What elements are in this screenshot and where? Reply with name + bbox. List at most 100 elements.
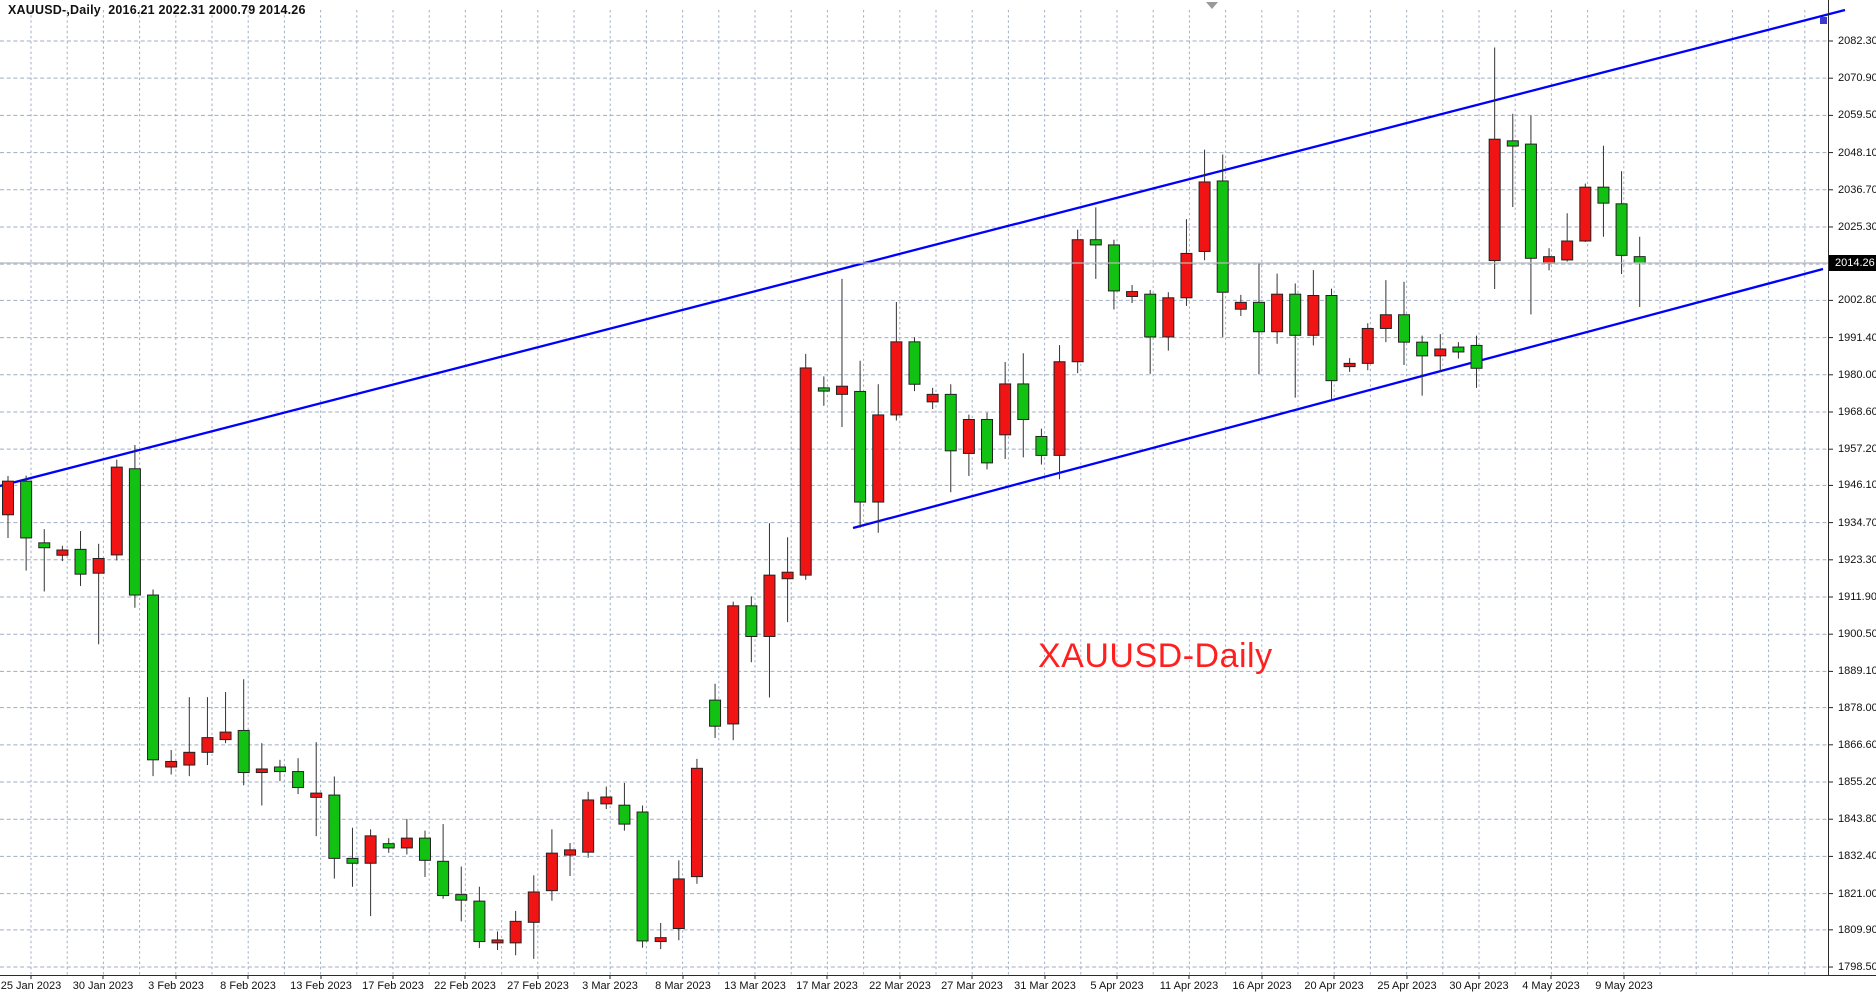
price-axis-label: 2002.80 <box>1838 294 1876 307</box>
price-axis-label: 1980.00 <box>1838 368 1876 381</box>
candle-bearish <box>1035 435 1048 456</box>
candle-bearish <box>328 794 341 859</box>
chart-shift-marker <box>1206 2 1218 9</box>
trendline-channel-lower[interactable] <box>852 267 1824 530</box>
candle-bearish <box>1289 293 1302 336</box>
candle-bearish <box>1416 341 1429 357</box>
candle-bearish <box>382 843 395 849</box>
date-axis-label: 22 Feb 2023 <box>434 980 496 992</box>
current-price-badge: 2014.26 <box>1829 255 1876 271</box>
candle-bullish <box>1434 348 1447 357</box>
candle-bearish <box>709 699 722 727</box>
candle-bearish <box>618 804 631 825</box>
candle-bullish <box>1234 301 1247 310</box>
chart-title: XAUUSD-,Daily 2016.21 2022.31 2000.79 20… <box>8 3 306 17</box>
date-axis-label: 5 Apr 2023 <box>1090 980 1144 992</box>
candle-bearish <box>1470 344 1483 369</box>
candle-bearish <box>908 341 921 385</box>
price-axis-label: 1991.40 <box>1838 331 1876 344</box>
candle-bullish <box>1488 138 1501 262</box>
candle-bullish <box>672 878 685 930</box>
price-axis-label: 1832.40 <box>1838 850 1876 863</box>
date-axis-label: 20 Apr 2023 <box>1304 980 1364 992</box>
candle-bearish <box>1107 244 1120 292</box>
candle-bearish <box>1633 256 1646 264</box>
candle-bullish <box>110 466 123 556</box>
date-axis-label: 3 Feb 2023 <box>148 980 204 992</box>
date-axis-label: 8 Mar 2023 <box>655 980 711 992</box>
candle-bearish <box>636 811 649 942</box>
candle-bullish <box>527 891 540 923</box>
candle-bearish <box>981 418 994 464</box>
date-axis-label: 25 Jan 2023 <box>0 980 62 992</box>
candle-bearish <box>1615 203 1628 256</box>
price-axis-label: 2070.90 <box>1838 72 1876 85</box>
date-axis-label: 30 Jan 2023 <box>72 980 134 992</box>
price-axis-label: 1878.00 <box>1838 701 1876 714</box>
price-axis-label: 2048.10 <box>1838 146 1876 159</box>
candle-bearish <box>292 771 305 789</box>
candle-bullish <box>582 799 595 853</box>
candle-bullish <box>727 605 740 725</box>
price-axis-label: 1900.50 <box>1838 628 1876 641</box>
candle-bullish <box>1053 361 1066 456</box>
candle-bearish <box>1325 294 1338 382</box>
price-axis-label: 1957.20 <box>1838 443 1876 456</box>
candle-bearish <box>1452 346 1465 353</box>
date-axis-label: 13 Feb 2023 <box>290 980 352 992</box>
date-axis-label: 30 Apr 2023 <box>1449 980 1509 992</box>
candle-bullish <box>56 549 69 556</box>
price-axis-label: 1798.50 <box>1838 961 1876 974</box>
date-axis-label: 17 Mar 2023 <box>796 980 858 992</box>
price-axis-label: 1968.60 <box>1838 405 1876 418</box>
candle-bullish <box>491 939 504 944</box>
symbol-watermark[interactable]: XAUUSD-Daily <box>1038 637 1273 675</box>
date-axis-label: 17 Feb 2023 <box>362 980 424 992</box>
candle-bearish <box>1597 186 1610 204</box>
candle-bearish <box>437 860 450 897</box>
candle-bearish <box>1017 383 1030 420</box>
candle-bearish <box>473 900 486 943</box>
price-axis-label: 1911.90 <box>1838 591 1876 603</box>
candle-bearish <box>817 387 830 392</box>
candle-bullish <box>92 557 105 574</box>
price-axis-label: 1866.60 <box>1838 738 1876 751</box>
time-axis-border <box>0 975 1876 976</box>
candle-bullish <box>1343 362 1356 368</box>
price-axis-label: 2036.70 <box>1838 183 1876 196</box>
candle-bearish <box>147 594 160 761</box>
candle-bullish <box>1198 181 1211 252</box>
price-axis-label: 1843.80 <box>1838 813 1876 826</box>
candle-bullish <box>1379 314 1392 329</box>
candle-bullish <box>201 737 214 753</box>
candle-bullish <box>509 920 522 944</box>
candle-bearish <box>1216 180 1229 293</box>
candle-bearish <box>346 857 359 864</box>
candle-bullish <box>763 574 776 637</box>
candle-bullish <box>183 751 196 766</box>
candle-bullish <box>1361 327 1374 364</box>
candle-bullish <box>1307 294 1320 336</box>
candle-bearish <box>1089 239 1102 246</box>
axis-marker <box>1820 17 1827 24</box>
candle-bearish <box>74 548 87 575</box>
candle-bearish <box>1398 314 1411 343</box>
candle-bullish <box>781 571 794 580</box>
candle-bearish <box>20 480 33 539</box>
price-axis-label: 1855.20 <box>1838 776 1876 788</box>
date-axis-label: 3 Mar 2023 <box>582 980 638 992</box>
price-axis-label: 2025.30 <box>1838 220 1876 233</box>
candle-bullish <box>255 768 268 774</box>
candle-bullish <box>1180 252 1193 299</box>
candle-bearish <box>38 542 51 549</box>
candle-bearish <box>1524 143 1537 259</box>
candle-bullish <box>600 796 613 805</box>
candle-bullish <box>2 480 14 516</box>
price-axis-label: 2059.50 <box>1838 109 1876 122</box>
price-axis-label: 1923.30 <box>1838 553 1876 566</box>
trendline-channel-upper[interactable] <box>0 8 1846 488</box>
candle-bullish <box>872 414 885 503</box>
candle-bullish <box>1071 239 1084 363</box>
date-axis-label: 9 May 2023 <box>1595 980 1653 992</box>
